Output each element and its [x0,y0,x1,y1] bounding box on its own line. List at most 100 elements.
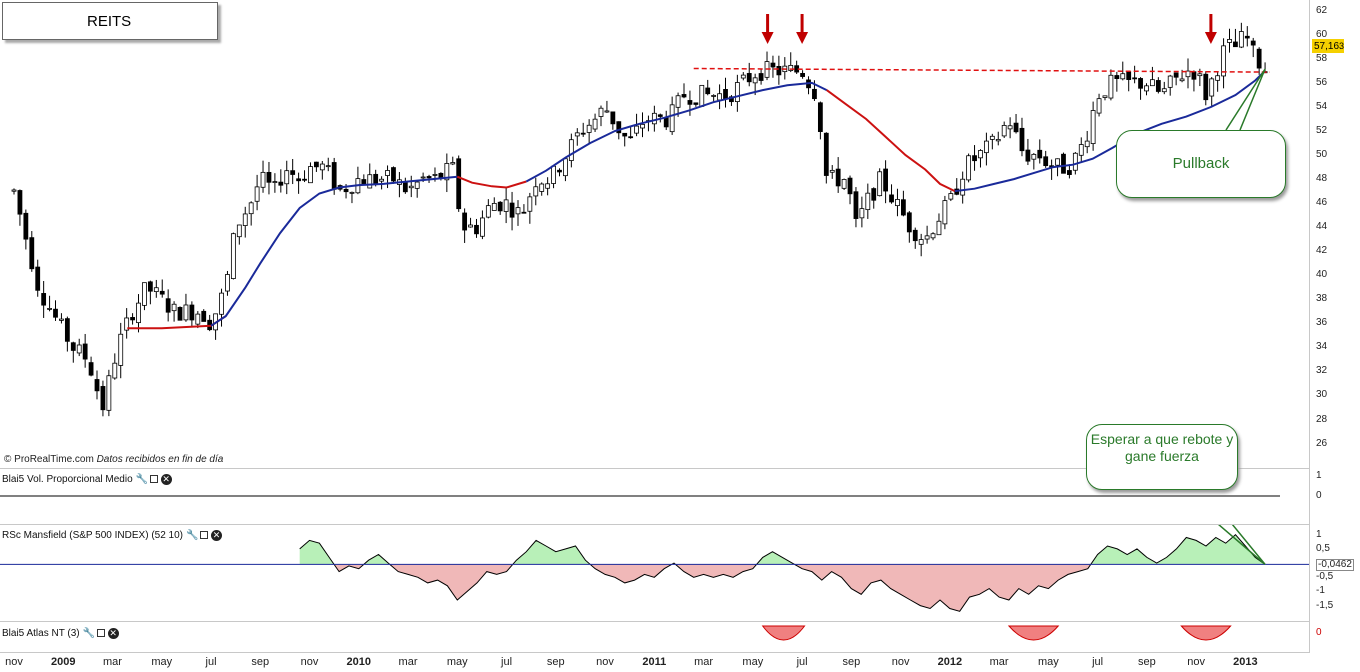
x-tick-label: 2012 [937,656,963,668]
candle-body [758,73,764,81]
candle-body [266,171,272,183]
candle-body [361,179,367,185]
window-icon[interactable] [149,475,158,483]
candle-body [1227,38,1232,43]
candle-body [1067,170,1072,175]
candle-body [308,166,313,184]
x-tick-label: mar [103,656,122,668]
candle-body [711,95,717,97]
candle-body [64,318,70,342]
price-tick-label: 54 [1316,100,1328,112]
candle-body [610,111,616,125]
candle-body [1203,73,1209,101]
price-tick-label: 60 [1316,28,1328,40]
candle-body [272,181,278,183]
candle-body [847,177,853,195]
mansfield-indicator-label[interactable]: RSc Mansfield (S&P 500 INDEX) (52 10) 🔧 … [2,527,227,543]
close-icon[interactable]: ✕ [160,473,172,485]
price-tick-label: 50 [1316,149,1328,161]
candle-body [628,136,634,139]
window-icon[interactable] [200,531,209,539]
candle-body [1072,152,1078,171]
x-tick-label: sep [251,656,270,668]
candle-body [444,163,450,181]
price-axis: 26 28 30 32 34 36 38 40 42 44 46 48 50 52 54 56 58 60 62 [1309,0,1360,468]
wrench-icon[interactable]: 🔧 [186,529,199,541]
candle-body [983,140,989,154]
candle-body [1013,122,1019,133]
candle-body [675,95,681,108]
rs-positive-area [299,534,1265,565]
candle-body [379,178,385,182]
chart-title-box: REITS [2,2,218,40]
window-icon[interactable] [96,629,105,637]
wrench-icon[interactable]: 🔧 [82,627,96,639]
x-tick-label: 2010 [346,656,372,668]
candle-body [153,287,159,293]
atlas-axis: 0 [1309,622,1360,652]
candle-body [385,170,390,176]
candle-body [568,139,574,161]
candle-body [159,290,165,295]
mansfield-tick-label: -0,5 [1316,571,1334,583]
x-tick-label: may [446,656,468,668]
candle-body [936,220,942,236]
candle-body [978,150,983,159]
candle-body [586,124,592,133]
candle-body [1132,77,1138,80]
candle-body [551,165,556,184]
pullback-callout: Pullback [1116,130,1286,198]
price-tick-label: 58 [1316,52,1328,64]
candle-body [1114,75,1120,80]
candle-body [557,169,562,173]
x-tick-label: nov [300,656,319,668]
candle-body [219,292,224,315]
candle-body [515,207,521,215]
candle-body [657,114,663,117]
candle-body [183,304,189,321]
candle-body [349,191,355,194]
candle-body [788,64,794,71]
candle-body [1244,35,1250,39]
atlas-indicator-label[interactable]: Blai5 Atlas NT (3) 🔧 ✕ [2,625,123,641]
candle-body [574,132,580,137]
candle-body [918,239,924,245]
candle-body [1167,75,1173,88]
mansfield-chart [0,525,1310,612]
candle-body [752,77,758,84]
candle-body [106,375,112,411]
price-tick-label: 36 [1316,317,1328,329]
candle-body [1001,125,1007,137]
candle-body [841,179,847,189]
candle-body [491,202,497,211]
moving-average-line [210,175,458,327]
candle-body [1096,98,1102,114]
candle-body [924,235,930,240]
candle-body [325,165,331,168]
mansfield-tick-label: -1,5 [1316,599,1334,611]
candle-body [663,117,669,128]
wrench-icon[interactable]: 🔧 [135,473,149,485]
candle-body [29,237,35,270]
volume-indicator-label[interactable]: Blai5 Vol. Proporcional Medio 🔧 ✕ [2,471,176,487]
candle-body [817,102,823,132]
close-icon[interactable]: ✕ [211,529,223,541]
price-tick-label: 52 [1316,125,1328,137]
close-icon[interactable]: ✕ [107,627,119,639]
candle-body [1209,78,1215,97]
candle-body [889,194,894,203]
x-axis: nov 2009 mar may jul sep nov 2010 mar may jul sep no… [0,652,1310,672]
candle-body [1150,79,1155,87]
candle-body [195,313,201,325]
x-tick-label: nov [891,656,910,668]
candle-body [823,132,829,176]
candle-body [177,307,183,321]
candle-body [1025,149,1031,162]
price-tick-label: 30 [1316,389,1328,401]
candle-body [402,181,408,193]
candle-body [1197,73,1203,77]
atlas-signal-area [1007,625,1060,641]
candle-body [82,343,88,360]
candle-body [485,205,491,218]
candle-body [142,282,147,306]
